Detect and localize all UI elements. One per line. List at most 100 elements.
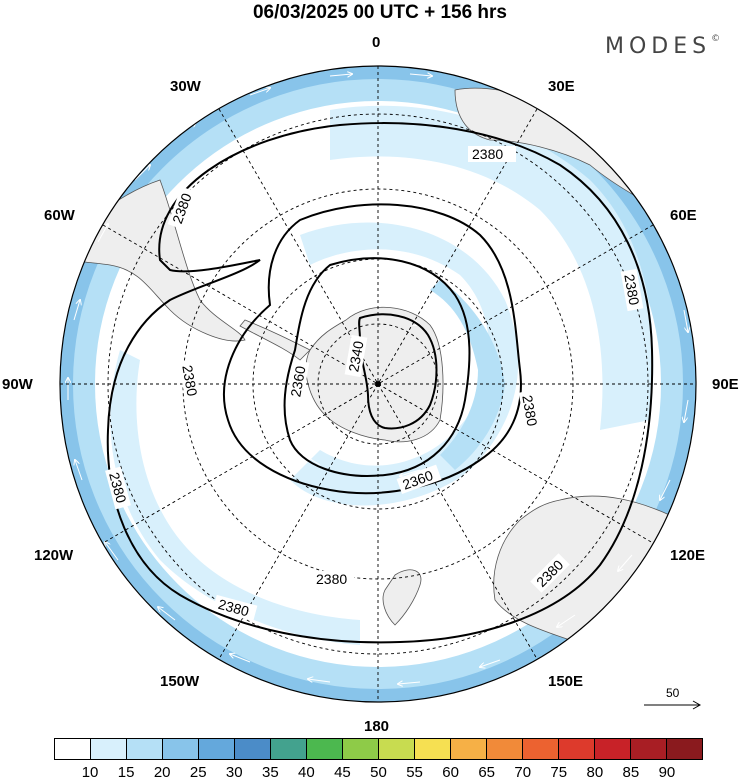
contour-label-bg bbox=[178, 359, 202, 403]
map-boundary bbox=[59, 65, 697, 703]
colorbar-tick-label: 25 bbox=[189, 764, 207, 781]
contour-label: 2360 bbox=[287, 364, 308, 398]
colorbar-swatch bbox=[55, 739, 91, 759]
colorbar-tick-label: 70 bbox=[514, 764, 532, 781]
colorbar-tick-label: 85 bbox=[622, 764, 640, 781]
contour-2380-outer bbox=[106, 122, 654, 644]
contour-label-bg bbox=[468, 146, 516, 162]
wind-vector bbox=[684, 399, 689, 422]
wind-vector bbox=[308, 679, 331, 682]
wind-vector bbox=[97, 224, 108, 243]
longitude-label-150e: 150E bbox=[548, 673, 584, 690]
meridian bbox=[218, 108, 538, 660]
longitude-label-60w: 60W bbox=[44, 207, 75, 224]
colorbar-swatch bbox=[523, 739, 559, 759]
longitude-label-120w: 120W bbox=[34, 547, 74, 564]
wind-vector bbox=[458, 379, 460, 400]
colorbar-tick-label: 15 bbox=[117, 764, 135, 781]
contour-label: 2380 bbox=[106, 470, 130, 504]
colorbar-swatch bbox=[631, 739, 667, 759]
colorbar-tick-label: 90 bbox=[658, 764, 676, 781]
colorbar-tick-label: 50 bbox=[370, 764, 387, 781]
map-title: 06/03/2025 00 UTC + 156 hrs bbox=[252, 2, 508, 23]
contour-label: 2380 bbox=[519, 394, 540, 428]
colorbar-tick-label: 40 bbox=[298, 764, 315, 781]
colorbar-tick-label: 10 bbox=[81, 764, 99, 781]
longitude-label-0: 0 bbox=[372, 34, 381, 51]
brand-name: MODES bbox=[605, 34, 712, 59]
antarctica bbox=[305, 306, 444, 443]
wind-vector bbox=[329, 74, 352, 76]
colorbar-swatch bbox=[343, 739, 379, 759]
wind-vector bbox=[398, 682, 421, 684]
wind-vector bbox=[158, 607, 176, 621]
pole-marker bbox=[375, 381, 381, 387]
colorbar-tick-label: 20 bbox=[153, 764, 171, 781]
reference-arrow-icon bbox=[644, 700, 702, 710]
wind-shading-west bbox=[110, 350, 360, 645]
reference-vector-value: 50 bbox=[666, 686, 680, 700]
wind-vector bbox=[409, 74, 432, 76]
longitude-label-90e: 90E bbox=[712, 376, 739, 393]
meridian bbox=[102, 224, 654, 544]
contour-label-bg bbox=[167, 186, 197, 230]
meridian bbox=[102, 224, 654, 544]
wind-vector bbox=[618, 554, 633, 571]
colorbar-tick-label: 60 bbox=[442, 764, 459, 781]
wind-vector bbox=[230, 654, 251, 663]
contour-label-bg bbox=[396, 464, 442, 495]
colorbar-swatch bbox=[307, 739, 343, 759]
longitude-label-90w: 90W bbox=[2, 376, 33, 393]
south-america bbox=[60, 179, 246, 342]
brand-mark: © bbox=[711, 34, 721, 44]
wind-vector bbox=[660, 479, 671, 500]
colorbar-swatch bbox=[451, 739, 487, 759]
wind-vector bbox=[683, 309, 688, 332]
colorbar-swatch bbox=[163, 739, 199, 759]
wind-shading-ne bbox=[330, 105, 654, 431]
wind-vector bbox=[480, 659, 501, 667]
contour-label: 2380 bbox=[316, 571, 347, 587]
contour-label-bg bbox=[212, 594, 258, 622]
colorbar-swatch bbox=[199, 739, 235, 759]
contour-label-bg bbox=[105, 466, 131, 510]
meridian bbox=[218, 108, 538, 660]
new-zealand bbox=[382, 569, 422, 626]
contour-label-bg bbox=[344, 334, 368, 378]
colorbar-tick-label: 65 bbox=[478, 764, 495, 781]
colorbar-tick-labels: 10 15 20 25 30 35 40 45 50 55 60 65 70 75 80 85 90 bbox=[54, 764, 703, 782]
colorbar-tick-label: 45 bbox=[334, 764, 351, 781]
brand-logo: MODES© bbox=[605, 34, 720, 59]
colorbar-swatch bbox=[379, 739, 415, 759]
contour-label: 2380 bbox=[472, 146, 503, 162]
colorbar-tick-label: 35 bbox=[261, 764, 279, 781]
wind-vector bbox=[304, 455, 321, 466]
colorbar-swatch bbox=[559, 739, 595, 759]
contour-label-bg bbox=[518, 389, 542, 433]
colorbar-tick-label: 55 bbox=[406, 764, 423, 781]
contour-label-bg bbox=[286, 359, 310, 403]
colorbar-tick-label: 80 bbox=[586, 764, 604, 781]
longitude-label-30e: 30E bbox=[548, 78, 575, 95]
wind-vector bbox=[400, 469, 421, 476]
wind-vector bbox=[105, 542, 119, 561]
wind-vector bbox=[619, 164, 634, 181]
longitude-label-120e: 120E bbox=[670, 547, 706, 564]
colorbar-swatch bbox=[595, 739, 631, 759]
longitude-label-30w: 30W bbox=[170, 78, 201, 95]
colorbar-tick-label: 30 bbox=[225, 764, 243, 781]
contour-label: 2380 bbox=[179, 364, 200, 398]
contour-2380-inner bbox=[223, 203, 522, 495]
colorbar-swatch bbox=[91, 739, 127, 759]
wind-vector bbox=[75, 460, 83, 481]
contour-label: 2380 bbox=[217, 596, 251, 620]
contour-label-bg bbox=[530, 553, 570, 593]
antarctic-peninsula bbox=[239, 319, 311, 361]
contour-label: 2340 bbox=[345, 339, 366, 373]
reference-vector: 50 bbox=[640, 686, 704, 716]
longitude-label-150w: 150W bbox=[160, 673, 200, 690]
colorbar-swatch bbox=[271, 739, 307, 759]
colorbar-swatch bbox=[127, 739, 163, 759]
wind-vector bbox=[134, 165, 150, 181]
